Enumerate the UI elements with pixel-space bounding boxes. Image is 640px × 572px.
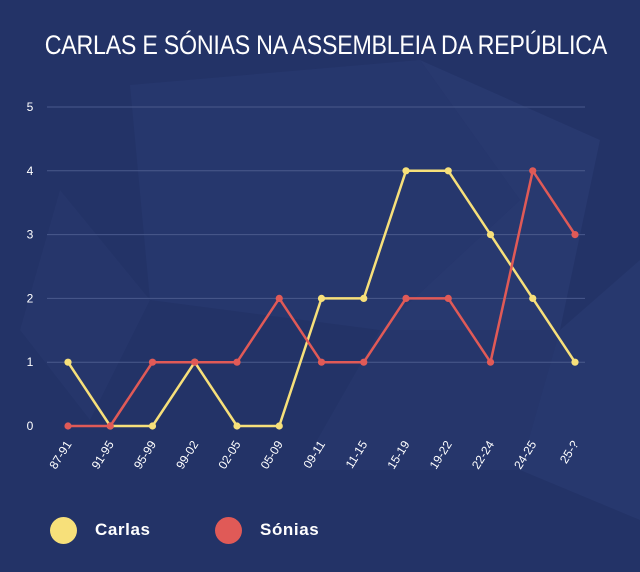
data-point-sonias [233,358,241,366]
data-point-carlas [402,167,410,175]
data-point-carlas [360,294,368,302]
data-point-sonias [402,294,410,302]
x-tick-label: 24-25 [511,438,539,472]
x-tick-label: 11-15 [343,438,371,471]
legend-label-sonias: Sónias [260,520,320,539]
data-point-carlas [275,422,283,430]
y-tick-label: 0 [27,419,34,433]
y-axis-ticks: 0 1 2 3 4 5 [27,100,34,433]
data-point-carlas [571,358,579,366]
data-point-sonias [317,358,326,366]
data-point-carlas [486,231,495,239]
x-tick-label: 15-19 [384,438,412,472]
data-point-carlas [317,294,326,302]
legend-item-sonias: Sónias [215,515,319,545]
data-point-carlas [148,422,157,430]
x-tick-label: 22-24 [469,438,497,472]
data-point-sonias [106,422,114,430]
data-point-carlas [444,167,452,175]
data-point-sonias [486,358,495,366]
data-point-sonias [360,358,368,366]
data-point-sonias [148,358,157,366]
x-tick-label: 87-91 [46,438,74,472]
x-tick-label: 09-11 [300,438,328,471]
x-tick-label: 99-02 [173,438,201,472]
y-tick-label: 5 [27,100,34,114]
data-point-sonias [529,167,537,175]
data-point-sonias [191,358,199,366]
x-tick-label: 05-09 [258,438,286,472]
chart-title: CARLAS E SÓNIAS NA ASSEMBLEIA DA REPÚBLI… [44,30,607,60]
x-tick-label: 25-? [557,438,582,466]
x-tick-label: 19-22 [427,438,455,472]
series-sonias [64,167,579,430]
data-point-sonias [571,231,579,239]
data-point-carlas [64,358,72,366]
y-tick-label: 3 [27,228,34,242]
data-point-sonias [444,294,452,302]
x-tick-label: 95-99 [131,438,159,472]
x-axis-ticks: 87-91 91-95 95-99 99-02 02-05 05-09 09-11 11-15… [46,438,581,472]
y-tick-label: 1 [27,355,34,369]
data-point-sonias [275,294,283,302]
legend-item-carlas: Carlas [50,515,151,545]
series-layer [64,167,579,430]
y-tick-label: 4 [27,164,34,178]
data-point-carlas [529,294,537,302]
y-tick-label: 2 [27,291,34,305]
data-point-carlas [233,422,241,430]
x-tick-label: 02-05 [215,438,243,472]
legend-swatch-carlas [50,516,77,544]
data-point-sonias [64,422,72,430]
legend-label-carlas: Carlas [95,520,151,539]
gridlines [47,106,585,363]
x-tick-label: 91-95 [89,438,117,472]
legend-swatch-sonias [215,516,242,544]
